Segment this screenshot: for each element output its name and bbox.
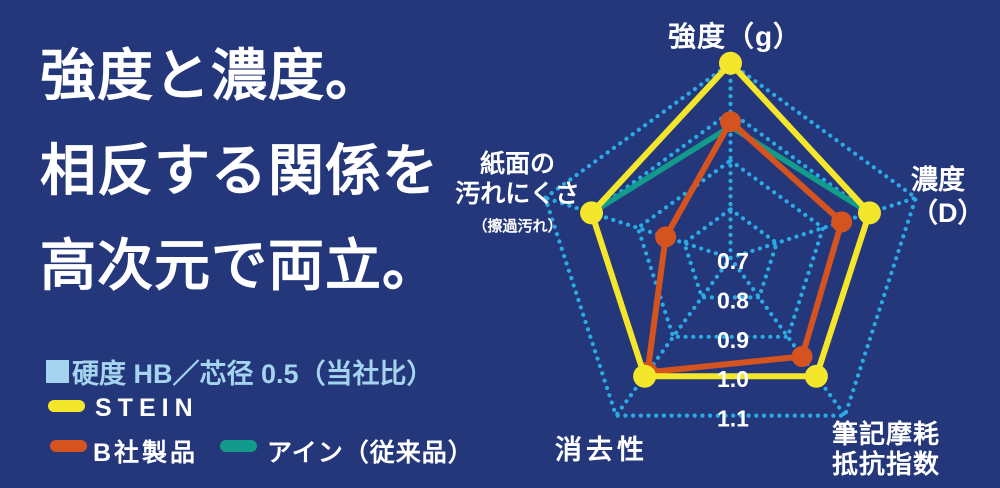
series-polygon	[588, 60, 873, 380]
series-polygon	[644, 118, 845, 376]
series-marker	[719, 51, 742, 75]
series-marker	[831, 211, 853, 233]
legend-swatch-ain	[220, 440, 257, 452]
ring-label: 0.8	[717, 287, 749, 313]
grid-spoke	[728, 195, 918, 261]
axis-label-density: 濃度 （D）	[911, 164, 985, 230]
series-marker	[804, 364, 828, 388]
axis-label-density-line-1: 濃度	[911, 165, 965, 195]
axis-label-smudge-line-2: 汚れにくさ	[455, 180, 580, 208]
axis-label-smudge-line-1: 紙面の	[479, 150, 555, 178]
legend-swatch-stein	[48, 400, 85, 412]
headline-line-3: 高次元で両立。	[40, 234, 439, 297]
ring-label: 1.0	[717, 366, 749, 392]
legend-swatch-b-product	[50, 440, 87, 452]
grid-ring	[682, 207, 779, 300]
legend-label-b-product: B社製品	[93, 439, 199, 467]
grid-spoke	[613, 255, 733, 418]
ring-label: 1.1	[717, 406, 749, 432]
ring-label: 0.7	[717, 248, 749, 274]
series-marker	[791, 345, 813, 367]
legend-label-ain: アイン（従来品）	[267, 439, 474, 467]
series-marker	[633, 364, 657, 388]
axis-label-smudge-resistance: 紙面の 汚れにくさ （擦過汚れ）	[445, 149, 590, 242]
headline-line-2: 相反する関係を	[40, 139, 439, 202]
axis-label-wear-resistance: 筆記摩耗 抵抗指数	[832, 419, 940, 479]
axis-label-density-line-2: （D）	[911, 198, 985, 228]
axis-label-wear-line-2: 抵抗指数	[832, 449, 941, 479]
ring-label: 0.9	[717, 327, 749, 353]
spec-note-text: 硬度 HB／芯径 0.5（当社比）	[72, 359, 434, 389]
spec-note: 硬度 HB／芯径 0.5（当社比）	[46, 352, 434, 391]
axis-label-erasability: 消去性	[555, 435, 648, 465]
grid-ring	[543, 61, 918, 418]
series-marker	[857, 201, 881, 225]
headline: 強度と濃度。 相反する関係を 高次元で両立。	[40, 28, 439, 313]
axis-label-strength: 強度（g）	[667, 21, 803, 52]
headline-line-1: 強度と濃度。	[40, 44, 382, 107]
series-marker	[720, 111, 741, 133]
axis-label-wear-line-1: 筆記摩耗	[832, 419, 941, 449]
grid-spoke	[543, 195, 733, 261]
square-bullet-icon	[46, 360, 69, 383]
axis-label-smudge-line-3: （擦過汚れ）	[472, 218, 563, 235]
series-marker	[655, 226, 677, 248]
grid-spoke	[728, 255, 848, 418]
legend-label-stein: STEIN	[95, 394, 199, 422]
grid-ring	[635, 158, 826, 339]
series-marker	[580, 201, 604, 225]
